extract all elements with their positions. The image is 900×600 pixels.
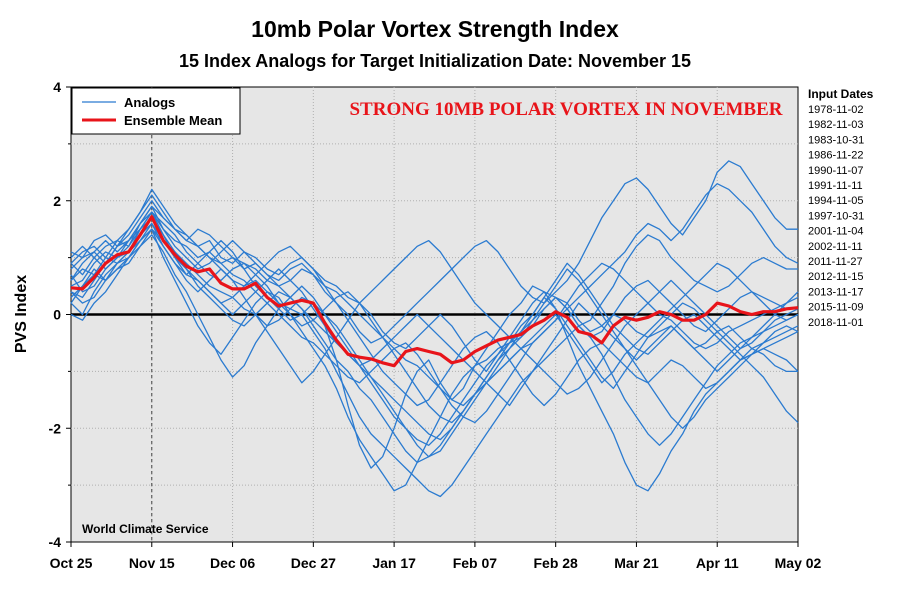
x-tick-label: Mar 21 [614, 555, 659, 571]
y-tick-label: 2 [53, 193, 61, 209]
input-date-item: 1978-11-02 [808, 104, 863, 116]
x-tick-label: Feb 28 [533, 555, 578, 571]
input-date-item: 2001-11-04 [808, 226, 863, 238]
input-date-item: 1982-11-03 [808, 119, 863, 131]
x-tick-label: Dec 06 [210, 555, 255, 571]
banner-text: STRONG 10MB POLAR VORTEX IN NOVEMBER [349, 99, 782, 120]
chart-title: 10mb Polar Vortex Strength Index [251, 16, 619, 42]
y-axis-label: PVS Index [13, 275, 30, 353]
x-tick-label: Oct 25 [50, 555, 93, 571]
input-dates-list: 1978-11-02 1982-11-03 1983-10-31 1986-11-22… [808, 104, 864, 329]
y-tick-label: 4 [53, 79, 61, 95]
analog-line-15 [70, 211, 799, 407]
analog-line-12 [70, 228, 799, 395]
input-date-item: 2013-11-17 [808, 286, 863, 298]
input-date-item: 1991-11-11 [808, 180, 863, 192]
x-tick-label: May 02 [775, 555, 822, 571]
legend-label-ensemble-mean: Ensemble Mean [124, 113, 222, 128]
y-tick-label: -4 [49, 534, 62, 550]
legend-label-analogs: Analogs [124, 95, 175, 110]
input-date-item: 2012-11-15 [808, 271, 863, 283]
analog-series [70, 160, 799, 498]
ensemble-mean-series [70, 215, 799, 368]
x-tick-label: Apr 11 [696, 555, 739, 571]
x-tick-label: Nov 15 [129, 555, 175, 571]
x-axis: Oct 25 Nov 15 Dec 06 Dec 27 Jan 17 Feb 07 Feb … [50, 542, 822, 571]
input-dates-header: Input Dates [808, 87, 874, 101]
analog-line-8 [70, 183, 799, 424]
input-date-item: 1983-10-31 [808, 134, 864, 146]
x-tick-label: Dec 27 [291, 555, 336, 571]
input-date-item: 2015-11-09 [808, 302, 863, 314]
analog-line-6 [70, 200, 798, 407]
legend: Analogs Ensemble Mean [71, 87, 241, 135]
overlay: Analogs Ensemble Mean STRONG 10MB POLAR … [71, 87, 874, 536]
chart-subtitle: 15 Index Analogs for Target Initializati… [178, 51, 692, 71]
analog-line-1 [70, 160, 798, 344]
credit-text: World Climate Service [82, 522, 209, 536]
input-date-item: 2011-11-27 [808, 256, 863, 268]
analog-line-9 [70, 234, 799, 446]
x-tick-label: Jan 17 [372, 555, 416, 571]
input-date-item: 2018-11-01 [808, 317, 863, 329]
x-tick-label: Feb 07 [453, 555, 498, 571]
analog-line-13 [70, 211, 799, 441]
analog-line-10 [70, 205, 798, 407]
input-date-item: 1990-11-07 [808, 165, 863, 177]
input-date-item: 1986-11-22 [808, 150, 863, 162]
input-date-item: 2002-11-11 [808, 241, 863, 253]
y-tick-label: 0 [53, 307, 61, 323]
input-date-item: 1997-10-31 [808, 210, 864, 222]
y-axis: -4 -2 0 2 4 [49, 79, 71, 550]
input-date-item: 1994-11-05 [808, 195, 863, 207]
legend-box [71, 87, 241, 135]
y-tick-label: -2 [49, 420, 62, 436]
ensemble-mean-line [70, 215, 799, 368]
